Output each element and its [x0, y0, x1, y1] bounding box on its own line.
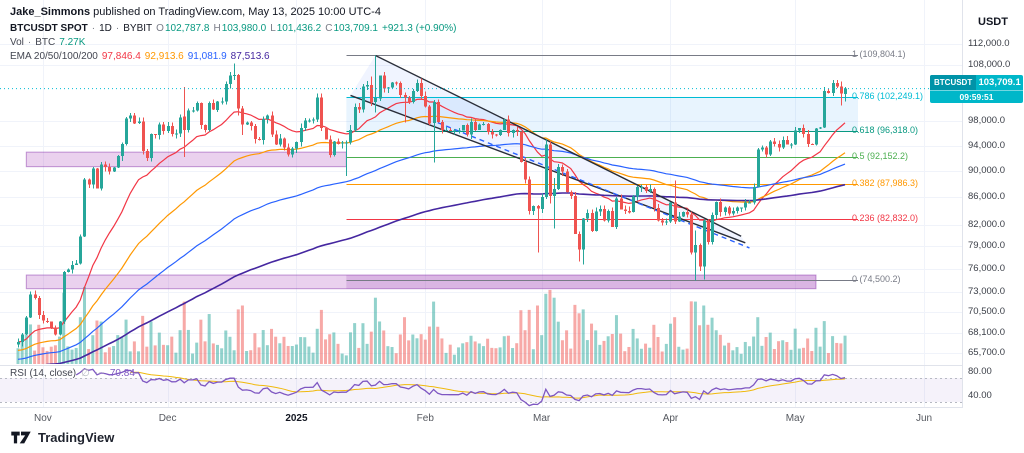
time-axis-label: Feb	[416, 413, 434, 424]
volume-bars	[16, 286, 847, 364]
interval-label[interactable]: 1D	[99, 23, 112, 34]
ema-label[interactable]: EMA 20/50/100/200	[10, 51, 98, 62]
price-tick: 68,100.0	[968, 326, 1005, 338]
volume-unit: BTC	[35, 37, 56, 48]
volume-value: 7.27K	[59, 37, 86, 48]
brand-name: TradingView	[38, 430, 115, 445]
time-axis-label: May	[785, 413, 805, 424]
support-zone[interactable]	[25, 274, 817, 290]
wedge-median-line[interactable]	[437, 121, 750, 249]
fib-label: 0.236 (82,832.0)	[852, 212, 919, 223]
ema20-value: 97,846.4	[101, 51, 141, 62]
fib-label: 1 (109,804.1)	[852, 49, 906, 60]
ema100-value: 91,081.9	[187, 51, 227, 62]
resistance-zone[interactable]	[25, 151, 347, 168]
price-tick: 90,000.0	[968, 164, 1005, 176]
ema-200-line[interactable]	[18, 183, 846, 369]
change-value: +921.3 (+0.90%)	[381, 23, 457, 34]
price-tick: 94,000.0	[968, 139, 1005, 151]
time-axis-label: Jun	[915, 413, 933, 424]
exchange-label: BYBIT	[123, 23, 153, 34]
price-tick: 112,000.0	[968, 38, 1010, 49]
rsi-value: 70.84	[109, 368, 135, 379]
candle-countdown: 09:59:51	[930, 89, 1023, 103]
fib-label: 0.786 (102,249.1)	[852, 90, 924, 101]
price-tick: 108,000.0	[968, 59, 1011, 71]
ema-legend-row: EMA 20/50/100/200 97,846.4 92,913.6 91,0…	[10, 51, 270, 62]
price-axis[interactable]: USDT 112,000.0 108,000.0 98,000.0 94,000.0 9…	[963, 0, 1024, 408]
price-tick: 76,000.0	[968, 262, 1005, 274]
support-zone-inner[interactable]	[346, 275, 816, 289]
time-axis-label: Dec	[158, 413, 177, 424]
time-axis[interactable]: Nov Dec 2025 Feb Mar Apr May Jun	[0, 408, 1024, 430]
attribution-text: published on TradingView.com, May 13, 20…	[90, 6, 381, 18]
time-axis-label: Nov	[34, 413, 52, 424]
rsi-legend: RSI (14, close) ∅ ⋯ 70.84	[10, 368, 135, 379]
separator-dot: ·	[91, 23, 96, 34]
eye-icon[interactable]: ∅	[81, 368, 90, 379]
axis-separator	[0, 407, 1024, 408]
price-tick: 98,000.0	[968, 115, 1005, 127]
price-tick: 79,000.0	[968, 240, 1005, 252]
time-axis-label: Mar	[533, 413, 551, 424]
currency-label: USDT	[978, 16, 1008, 28]
symbol-title[interactable]: BTCUSDT SPOT	[10, 23, 88, 34]
candles	[17, 55, 847, 348]
author-name: Jake_Simmons	[10, 6, 91, 18]
symbol-legend-row: BTCUSDT SPOT · 1D · BYBIT O 102,787.8 H 10…	[10, 23, 456, 34]
price-chart[interactable]	[0, 0, 962, 408]
ema200-value: 87,513.6	[230, 51, 270, 62]
price-axis-border	[962, 0, 963, 408]
rsi-tick: 40.00	[968, 390, 992, 401]
fib-label: 0.5 (92,152.2)	[852, 151, 909, 162]
time-axis-label: Apr	[662, 413, 679, 424]
tradingview-logo	[11, 431, 31, 444]
publish-attribution: Jake_Simmons published on TradingView.co…	[10, 6, 381, 18]
ema-100-line[interactable]	[17, 143, 846, 360]
volume-label[interactable]: Vol	[10, 37, 24, 48]
volume-legend-row: Vol · BTC 7.27K	[10, 37, 85, 48]
price-tick: 82,000.0	[968, 218, 1005, 230]
fib-label: 0.618 (96,318.0)	[852, 125, 919, 136]
rsi-tick: 80.00	[968, 366, 992, 377]
badge-symbol: BTCUSDT	[930, 74, 977, 90]
last-price-label[interactable]: BTCUSDT 103,709.1 09:59:51	[930, 74, 1023, 103]
open-value: O 102,787.8	[156, 23, 210, 34]
rsi-label[interactable]: RSI (14, close)	[10, 368, 77, 379]
price-tick: 73,000.0	[968, 286, 1005, 298]
separator-dot: ·	[115, 23, 120, 34]
rsi-pane	[75, 368, 846, 407]
ema50-value: 92,913.6	[144, 51, 184, 62]
separator-dot: ·	[27, 37, 32, 48]
more-options-icon[interactable]: ⋯	[94, 368, 105, 379]
price-tick: 86,000.0	[968, 191, 1005, 203]
badge-price: 103,709.1	[978, 76, 1021, 88]
rsi-band	[0, 378, 962, 402]
wedge-upper-line[interactable]	[375, 54, 742, 237]
rsi-line[interactable]	[75, 368, 846, 407]
fib-label: 0 (74,500.2)	[852, 274, 901, 285]
fib-label: 0.382 (87,986.3)	[852, 177, 919, 188]
close-value: C 103,709.1	[325, 23, 378, 34]
tradingview-footer[interactable]: TradingView	[10, 430, 114, 445]
pane-separator[interactable]	[0, 365, 1024, 366]
grid-lines	[0, 0, 962, 407]
high-value: H 103,980.0	[213, 23, 267, 34]
price-tick: 65,700.0	[968, 347, 1005, 359]
price-tick: 70,500.0	[968, 306, 1005, 318]
low-value: L 101,436.2	[270, 23, 322, 34]
time-axis-label: 2025	[285, 413, 308, 424]
